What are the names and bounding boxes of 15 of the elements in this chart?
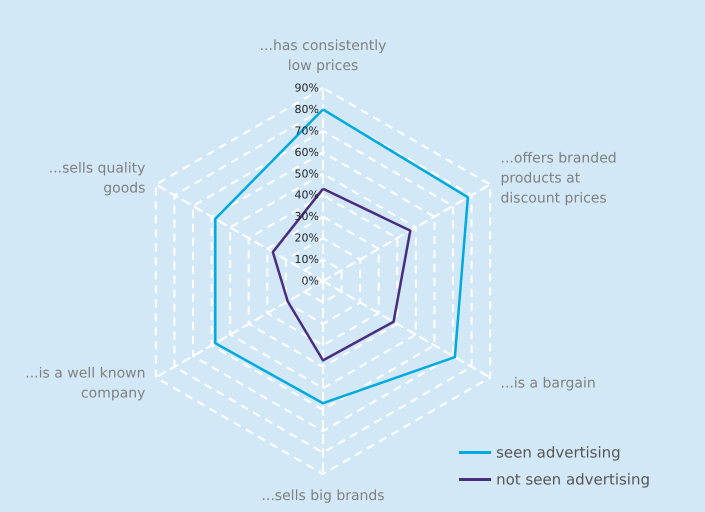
y-tick-label: 20% xyxy=(294,232,319,245)
spoke-label: ...offers branded products at discount prices xyxy=(500,150,617,206)
spoke-label: ...sells quality goods xyxy=(48,160,146,196)
spoke-label: ...is a bargain xyxy=(500,376,596,392)
y-tick-label: 10% xyxy=(294,253,319,266)
y-tick-label: 80% xyxy=(294,102,319,116)
y-tick-label: 60% xyxy=(294,146,319,159)
spoke-label: ...has consistently low prices xyxy=(260,38,386,74)
spoke-label: ...is a well known company xyxy=(25,366,146,402)
y-tick-label: 0% xyxy=(302,274,319,288)
legend-label: not seen advertising xyxy=(496,470,650,488)
legend-label: seen advertising xyxy=(496,444,621,462)
y-tick-label: 50% xyxy=(294,167,319,180)
y-tick-label: 90% xyxy=(294,82,319,94)
spoke-label: ...sells big brands xyxy=(261,488,385,504)
